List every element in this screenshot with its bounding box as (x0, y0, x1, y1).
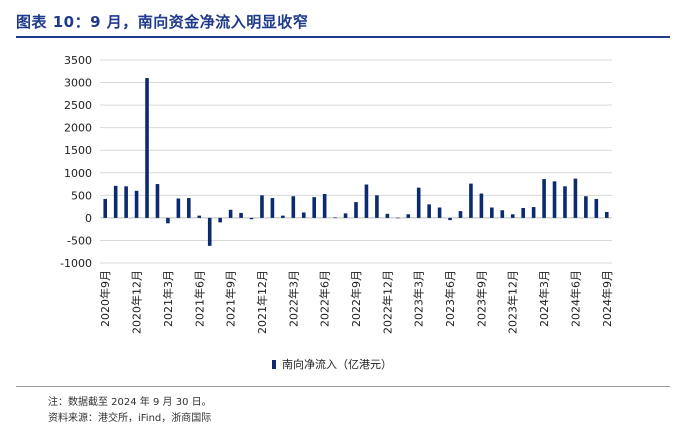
bar-2024-03 (542, 179, 546, 218)
y-tick-label: 3500 (64, 54, 92, 67)
bar-2024-05 (563, 186, 567, 218)
bar-2022-04 (301, 212, 306, 218)
legend-swatch (272, 359, 276, 369)
chart-legend: 南向净流入（亿港元） (272, 356, 392, 372)
bar-2024-02 (531, 207, 536, 218)
footer-rule (16, 386, 670, 387)
bar-2024-07 (584, 196, 588, 218)
x-tick-label: 2022年3月 (286, 270, 300, 327)
bar-2021-07 (207, 217, 212, 246)
y-tick-label: -500 (67, 234, 92, 247)
bar-2024-09 (604, 212, 609, 218)
y-tick-label: 2000 (64, 122, 92, 135)
bar-2022-05 (312, 197, 317, 218)
bar-2024-01 (521, 207, 525, 218)
footnote: 注：数据截至 2024 年 9 月 30 日。 (48, 397, 212, 408)
title-rule (16, 36, 670, 38)
bar-2023-03 (416, 187, 421, 218)
bar-2023-05 (437, 207, 442, 218)
x-tick-label: 2024年3月 (537, 270, 551, 327)
bar-2021-03 (166, 217, 170, 224)
bar-2021-11 (249, 217, 254, 220)
bar-2022-07 (333, 217, 337, 219)
bar-2023-09 (479, 193, 484, 218)
x-tick-label: 2023年9月 (474, 270, 488, 327)
x-tick-label: 2024年9月 (600, 270, 614, 327)
bar-2022-11 (375, 195, 379, 218)
bar-2022-12 (385, 213, 390, 218)
bar-2023-08 (469, 183, 473, 218)
bar-2023-04 (427, 204, 431, 218)
bar-2021-02 (155, 184, 160, 218)
y-tick-label: 0 (85, 212, 92, 225)
x-tick-label: 2020年12月 (130, 270, 144, 334)
bar-2023-07 (458, 211, 463, 218)
x-tick-label: 2021年12月 (255, 270, 269, 334)
x-tick-label: 2020年9月 (98, 270, 112, 327)
bar-2021-08 (218, 217, 222, 223)
bar-2021-06 (197, 215, 202, 218)
bar-2022-02 (281, 215, 285, 218)
x-tick-label: 2023年3月 (412, 270, 426, 327)
bar-2023-01 (395, 217, 400, 219)
bar-2023-10 (490, 207, 494, 218)
y-tick-label: 3000 (64, 77, 92, 90)
bar-2021-05 (187, 198, 191, 218)
bar-2022-09 (354, 202, 358, 218)
y-tick-label: -1000 (60, 257, 92, 270)
bar-2023-11 (500, 210, 505, 218)
bar-2022-06 (322, 193, 327, 218)
x-tick-label: 2023年12月 (506, 270, 520, 334)
bar-2022-01 (270, 198, 275, 218)
bar-2020-09 (103, 198, 108, 218)
x-tick-label: 2024年6月 (568, 270, 582, 327)
x-tick-label: 2022年9月 (349, 270, 363, 327)
bar-2023-12 (510, 214, 515, 218)
x-tick-label: 2021年9月 (224, 270, 238, 327)
bar-2021-10 (239, 212, 243, 218)
bar-2022-08 (343, 213, 348, 218)
y-tick-label: 2500 (64, 99, 92, 112)
legend-label: 南向净流入（亿港元） (282, 358, 392, 371)
figure-title: 图表 10：9 月，南向资金净流入明显收窄 (16, 13, 309, 31)
bar-2021-01 (145, 78, 149, 218)
y-tick-label: 500 (71, 189, 92, 202)
x-tick-label: 2022年6月 (318, 270, 332, 327)
bar-2021-12 (260, 195, 264, 218)
bar-2021-09 (228, 209, 233, 218)
source-note: 资料来源：港交所，iFind，浙商国际 (48, 413, 212, 424)
x-tick-label: 2021年6月 (192, 270, 206, 327)
bar-2024-06 (573, 178, 578, 218)
bar-2020-10 (113, 185, 118, 218)
bar-2024-04 (552, 181, 557, 218)
bar-2020-11 (124, 186, 128, 218)
y-tick-label: 1000 (64, 167, 92, 180)
x-tick-label: 2023年6月 (443, 270, 457, 327)
x-tick-label: 2021年3月 (161, 270, 175, 327)
bar-2024-08 (594, 198, 599, 218)
bar-2023-02 (406, 214, 411, 218)
bar-2022-03 (291, 196, 296, 218)
x-tick-label: 2022年12月 (380, 270, 394, 334)
bar-2022-10 (364, 184, 369, 218)
y-tick-label: 1500 (64, 144, 92, 157)
bar-2023-06 (448, 217, 452, 221)
bar-2020-12 (134, 190, 139, 218)
bar-2021-04 (176, 198, 181, 218)
